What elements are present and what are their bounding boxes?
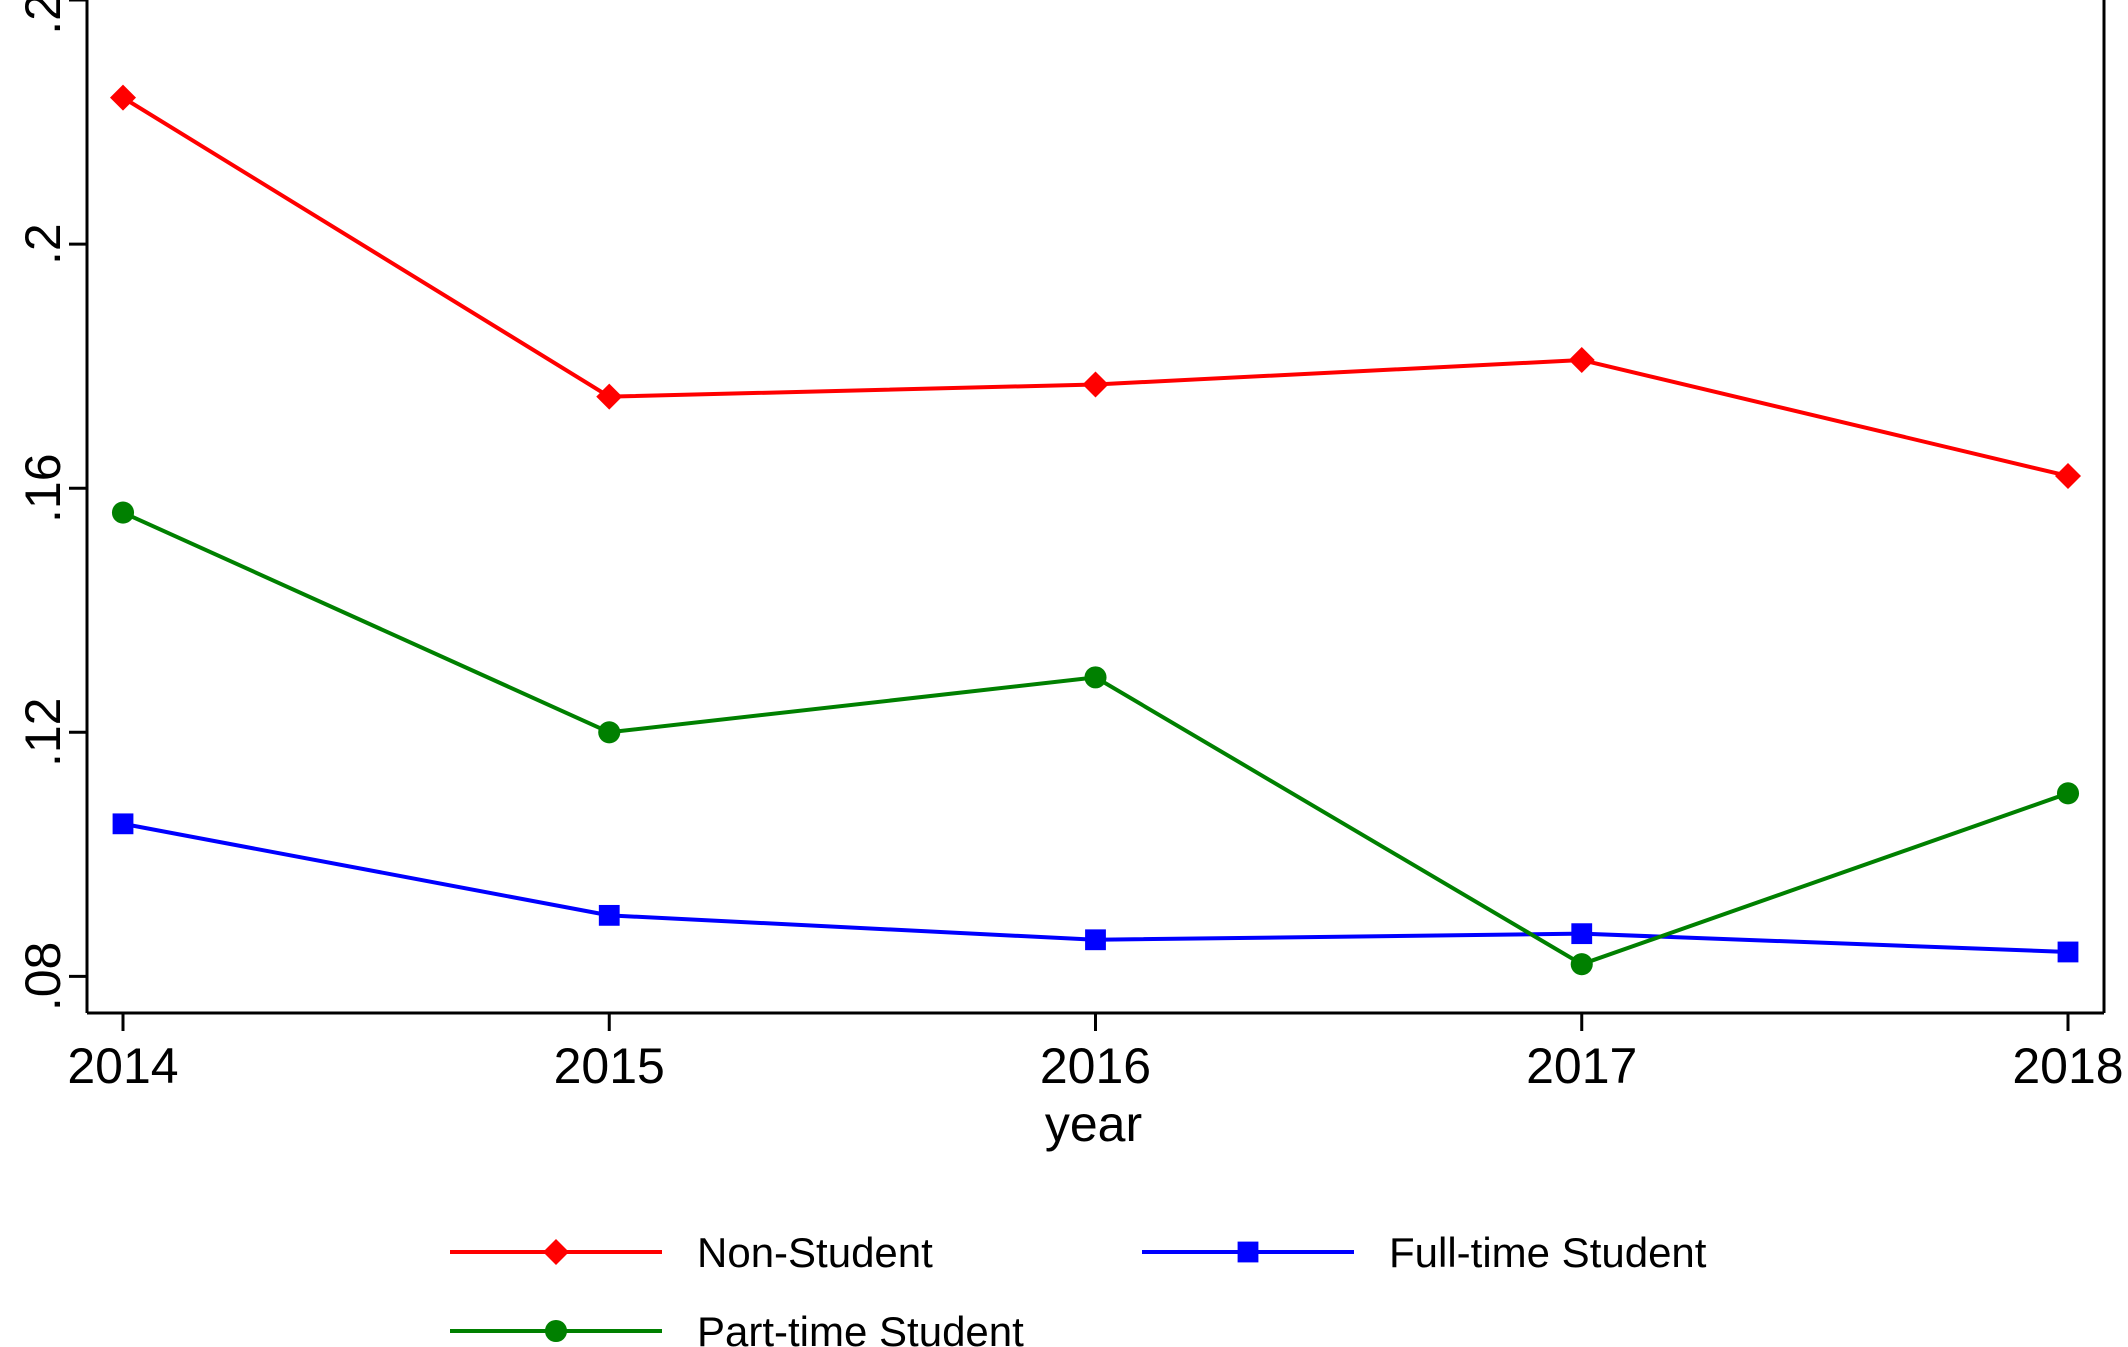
data-point-part-time-student — [598, 721, 621, 744]
data-point-non-student — [1568, 347, 1595, 374]
series-line-non-student — [121, 95, 2069, 478]
data-point-part-time-student — [1570, 953, 1593, 976]
x-tick-label: 2015 — [554, 1038, 665, 1094]
legend-marker — [543, 1239, 569, 1265]
data-point-non-student — [110, 84, 136, 111]
series-full-time-student — [112, 813, 2079, 963]
legend-item-non-student: Non-Student — [450, 1229, 933, 1276]
data-point-full-time-student — [2057, 941, 2079, 963]
data-point-full-time-student — [1085, 929, 1106, 951]
data-point-part-time-student — [111, 501, 135, 524]
x-tick-label: 2016 — [1040, 1038, 1151, 1094]
series-line-part-time-student — [122, 510, 2069, 967]
x-tick-label: 2017 — [1526, 1038, 1637, 1094]
y-tick-label: .08 — [15, 942, 71, 1012]
x-tick-label: 2018 — [2012, 1038, 2123, 1094]
data-point-full-time-student — [598, 904, 620, 926]
y-tick-label: .16 — [15, 453, 71, 523]
data-point-non-student — [1082, 371, 1109, 398]
series-layer — [110, 84, 2081, 976]
series-part-time-student — [111, 501, 2080, 976]
legend-label: Non-Student — [697, 1229, 933, 1276]
legend-label: Full-time Student — [1389, 1229, 1707, 1276]
x-tick-label: 2014 — [67, 1038, 178, 1094]
data-point-full-time-student — [112, 813, 134, 835]
legend-item-part-time-student: Part-time Student — [450, 1308, 1024, 1347]
legend-item-full-time-student: Full-time Student — [1142, 1229, 1707, 1276]
y-tick-label: .24 — [15, 0, 71, 35]
legend-marker — [544, 1319, 568, 1343]
y-tick-label: .2 — [15, 223, 71, 265]
data-point-non-student — [596, 383, 623, 410]
legend-label: Part-time Student — [697, 1308, 1024, 1347]
data-point-full-time-student — [1571, 923, 1593, 945]
data-point-non-student — [2055, 462, 2081, 489]
data-point-part-time-student — [2056, 782, 2080, 805]
series-non-student — [110, 84, 2081, 489]
y-tick-label: .12 — [15, 698, 71, 768]
legend-marker — [1237, 1241, 1259, 1263]
axes-layer: .08 .12 .16 .2 .24 2014 2015 2016 2017 2018 year — [15, 0, 2124, 1152]
legend: Non-Student Full-time Student Part-time St… — [450, 1229, 1707, 1347]
data-point-part-time-student — [1084, 666, 1107, 689]
x-axis-title: year — [1045, 1096, 1142, 1152]
